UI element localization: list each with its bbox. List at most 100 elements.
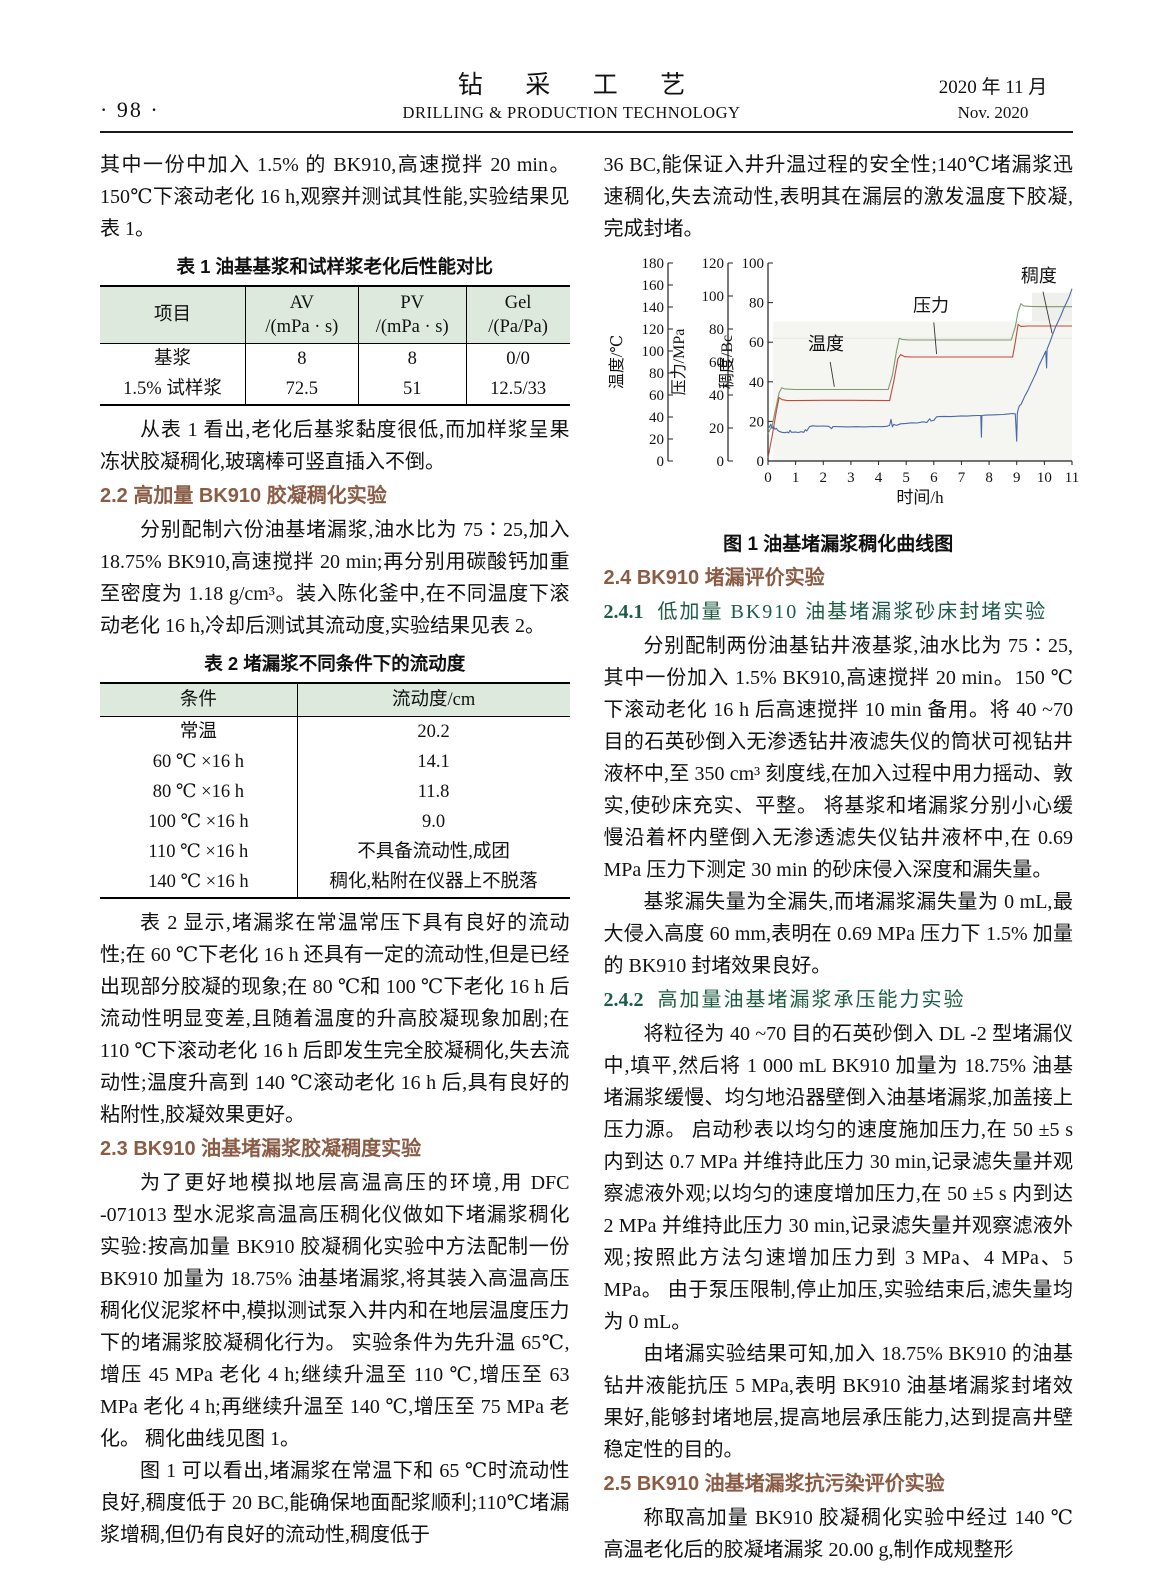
heading-title: 高加量油基堵漏浆承压能力实验 xyxy=(657,989,966,1012)
y-axis-tick-label: 20 xyxy=(649,432,664,448)
table2-title: 表 2 堵漏浆不同条件下的流动度 xyxy=(204,653,466,675)
y-axis-title: 温度/℃ xyxy=(608,335,626,389)
table-row: 100 ℃ ×16 h 9.0 xyxy=(100,807,570,838)
table-cell: 0/0 xyxy=(506,349,530,370)
chart-background-band xyxy=(772,321,1072,462)
y-axis-tick-label: 60 xyxy=(649,388,664,404)
table-cell: 100 ℃ ×16 h xyxy=(100,807,298,838)
y-axis-tick-label: 160 xyxy=(641,278,664,294)
journal-title-en: DRILLING & PRODUCTION TECHNOLOGY xyxy=(402,103,741,123)
table-row: 常温 20.2 xyxy=(100,716,570,748)
x-axis-tick-label: 1 xyxy=(791,470,799,486)
table-header-cell: Gel /(Pa/Pa) xyxy=(466,286,570,345)
issue-date-cn: 2020 年 11 月 xyxy=(938,77,1048,99)
table-cell: 140 ℃ ×16 h xyxy=(100,867,298,899)
section-heading-2-4-1: 2.4.1 低加量 BK910 油基堵漏浆砂床封堵实验 xyxy=(604,596,1074,628)
table1-aging-performance: 项目 AV /(mPa · s) PV /(mPa · s) Gel /(Pa/… xyxy=(100,285,570,407)
section-heading-2-4: 2.4 BK910 堵漏评价实验 xyxy=(603,567,825,590)
y-axis-tick-label: 0 xyxy=(656,454,664,470)
annotation-leader-pressure xyxy=(932,322,937,355)
paragraph: 基浆漏失量为全漏失,而堵漏浆漏失量为 0 mL,最大侵入高度 60 mm,表明在… xyxy=(603,891,1074,978)
x-axis-tick-label: 9 xyxy=(1012,470,1020,486)
table-cell: 不具备流动性,成团 xyxy=(357,842,510,863)
section-heading-2-4-2: 2.4.2 高加量油基堵漏浆承压能力实验 xyxy=(604,984,1074,1016)
y-axis-tick-label: 60 xyxy=(709,355,724,371)
y-axis-tick-label: 80 xyxy=(709,322,724,338)
table-row: 基浆 8 8 0/0 xyxy=(100,343,570,375)
journal-title-block: 钻采工艺 DRILLING & PRODUCTION TECHNOLOGY xyxy=(230,70,913,123)
table-cell: 8 xyxy=(245,343,359,375)
y-axis-tick-label: 40 xyxy=(749,375,764,391)
x-axis-tick-label: 6 xyxy=(930,470,938,486)
table-cell: 80 ℃ ×16 h xyxy=(100,777,298,808)
x-axis-tick-label: 10 xyxy=(1036,470,1051,486)
x-axis-tick-label: 7 xyxy=(957,470,965,486)
x-axis-tick-label: 4 xyxy=(874,470,882,486)
section-heading-2-2: 2.2 高加量 BK910 胶凝稠化实验 xyxy=(100,485,387,508)
table-header-cell: 项目 xyxy=(100,286,247,345)
y-axis-tick-label: 100 xyxy=(741,256,764,272)
y-axis-title: 压力/MPa xyxy=(670,329,688,396)
table-cell: 稠化,粘附在仪器上不脱落 xyxy=(329,872,538,893)
y-axis-tick-label: 40 xyxy=(649,410,664,426)
y-axis-title: 稠度/Bc xyxy=(718,335,736,389)
y-axis-tick-label: 20 xyxy=(749,415,764,431)
table-cell: 110 ℃ ×16 h xyxy=(100,837,298,868)
section-heading-2-5: 2.5 BK910 油基堵漏浆抗污染评价实验 xyxy=(603,1473,945,1496)
page-number: · 98 · xyxy=(100,97,160,123)
chart-label-temperature: 温度 xyxy=(808,334,844,354)
table-cell: 12.5/33 xyxy=(490,379,547,400)
table-row: 140 ℃ ×16 h 稠化,粘附在仪器上不脱落 xyxy=(100,867,570,899)
y-axis-tick-label: 100 xyxy=(701,289,724,305)
issue-date-block: 2020 年 11 月 Nov. 2020 xyxy=(913,72,1073,123)
table-cell: 基浆 xyxy=(100,343,247,375)
table-header-cell: AV /(mPa · s) xyxy=(245,286,359,345)
table-cell: 8 xyxy=(358,343,467,375)
table-header-row: 条件 流动度/cm xyxy=(100,683,570,718)
table-cell: 常温 xyxy=(100,716,298,748)
journal-title-cn: 钻采工艺 xyxy=(457,72,728,99)
y-axis-tick-label: 120 xyxy=(641,322,664,338)
table-row: 1.5% 试样浆 72.5 51 12.5/33 xyxy=(100,374,570,406)
table-cell: 60 ℃ ×16 h xyxy=(100,747,298,778)
table-row: 80 ℃ ×16 h 11.8 xyxy=(100,777,570,808)
figure1: 0 20 40 60 80 100 120 140 160 180 温度/℃ 0 20 40 60 80 100… xyxy=(604,249,1079,556)
x-axis-tick-label: 0 xyxy=(764,470,772,486)
x-axis-title: 时间/h xyxy=(896,488,944,507)
y-axis-tick-label: 100 xyxy=(641,344,664,360)
paragraph: 将粒径为 40 ~70 目的石英砂倒入 DL -2 型堵漏仪中,填平,然后将 1… xyxy=(603,1023,1074,1334)
right-column: 36 BC,能保证入井升温过程的安全性;140℃堵漏浆迅速稠化,失去流动性,表明… xyxy=(603,149,1079,1566)
y-axis-tick-label: 40 xyxy=(709,388,724,404)
chart-label-pressure: 压力 xyxy=(913,296,949,316)
table2-fluidity: 条件 流动度/cm 常温 20.2 60 ℃ ×16 h 14.1 80 ℃ ×… xyxy=(100,682,570,900)
figure1-chart: 020406080100120140160180温度/℃020406080100… xyxy=(608,256,1079,507)
y-axis-tick-label: 0 xyxy=(716,454,724,470)
section-heading-2-3: 2.3 BK910 油基堵漏浆胶凝稠度实验 xyxy=(100,1138,422,1161)
annotation-leader-consistency xyxy=(1042,291,1053,334)
paragraph: 表 2 显示,堵漏浆在常温常压下具有良好的流动性;在 60 ℃下老化 16 h … xyxy=(100,912,570,1127)
table-cell: 20.2 xyxy=(417,722,450,743)
paragraph: 分别配制两份油基钻井液基浆,油水比为 75∶25,其中一份加入 1.5% BK9… xyxy=(603,635,1074,882)
x-axis-tick-label: 3 xyxy=(847,470,855,486)
paragraph: 图 1 可以看出,堵漏浆在常温下和 65 ℃时流动性良好,稠度低于 20 BC,… xyxy=(100,1460,570,1547)
y-axis-tick-label: 0 xyxy=(756,454,764,470)
paragraph: 从表 1 看出,老化后基浆黏度很低,而加样浆呈果冻状胶凝稠化,玻璃棒可竖直插入不… xyxy=(100,419,570,474)
table-header-cell: PV /(mPa · s) xyxy=(358,286,467,345)
y-axis-tick-label: 60 xyxy=(749,335,764,351)
y-axis-tick-label: 80 xyxy=(649,366,664,382)
y-axis-tick-label: 20 xyxy=(709,421,724,437)
paragraph: 分别配制六份油基堵漏浆,油水比为 75∶25,加入 18.75% BK910,高… xyxy=(100,519,570,638)
y-axis-tick-label: 180 xyxy=(641,256,664,272)
heading-title: 低加量 BK910 油基堵漏浆砂床封堵实验 xyxy=(657,601,1048,624)
annotation-leader-temperature xyxy=(829,362,835,388)
table-row: 60 ℃ ×16 h 14.1 xyxy=(100,747,570,778)
paragraph: 称取高加量 BK910 胶凝稠化实验中经过 140 ℃高温老化后的胶凝堵漏浆 2… xyxy=(603,1507,1074,1562)
x-axis-tick-label: 2 xyxy=(819,470,827,486)
table-header-cell: 流动度/cm xyxy=(297,683,570,718)
x-axis-tick-label: 5 xyxy=(902,470,910,486)
table-cell: 11.8 xyxy=(417,782,450,803)
y-axis-tick-label: 80 xyxy=(749,296,764,312)
y-axis-tick-label: 140 xyxy=(641,300,664,316)
chart-label-consistency: 稠度 xyxy=(1020,266,1056,286)
